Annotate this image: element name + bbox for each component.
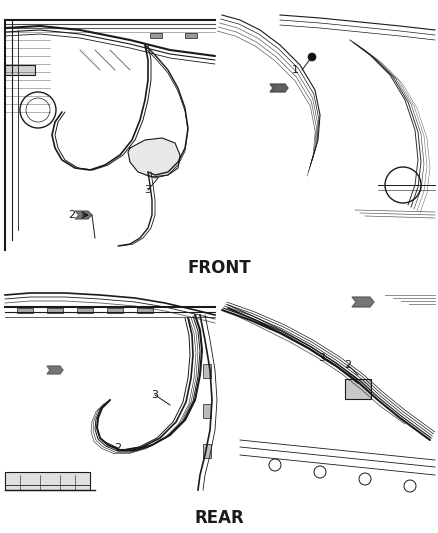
Polygon shape [75,211,92,219]
Bar [5,65,35,75]
Circle shape [144,168,152,176]
Bar [203,404,211,418]
Text: 1: 1 [292,65,299,75]
Bar [107,308,123,313]
Bar [185,33,197,38]
Bar [137,308,153,313]
Text: FRONT: FRONT [187,259,251,277]
Text: 3: 3 [318,353,325,363]
Bar [77,308,93,313]
Bar [150,33,162,38]
Bar [5,472,90,490]
Text: 2: 2 [344,360,352,370]
Polygon shape [352,297,374,307]
Text: 3: 3 [145,185,152,195]
Text: 2: 2 [114,443,122,453]
Bar [47,308,63,313]
Polygon shape [270,84,288,92]
Bar [203,364,211,378]
Bar [17,308,33,313]
FancyBboxPatch shape [345,379,371,399]
Polygon shape [128,138,180,177]
Text: REAR: REAR [194,509,244,527]
Text: 2: 2 [68,210,76,220]
Text: 3: 3 [152,390,159,400]
Bar [203,444,211,458]
Circle shape [308,53,316,61]
Polygon shape [47,366,63,374]
